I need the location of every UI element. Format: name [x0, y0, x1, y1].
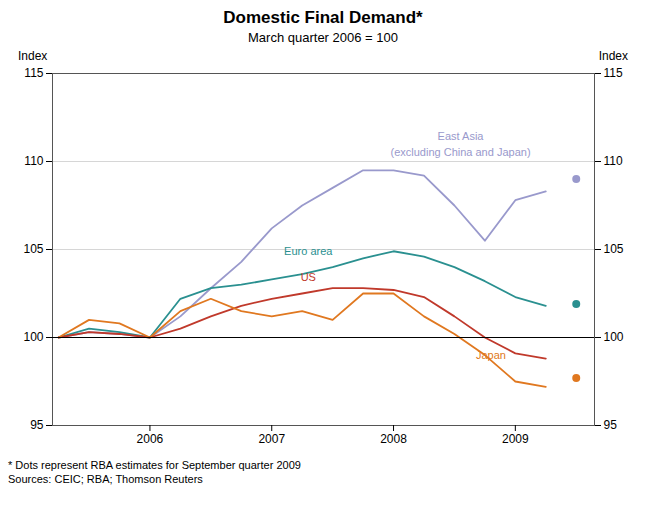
html-text:March quarter 2006 = 100: March quarter 2006 = 100	[248, 30, 398, 45]
svg-text:95: 95	[30, 418, 44, 432]
svg-text:110: 110	[24, 154, 43, 168]
svg-text:Euro area: Euro area	[284, 245, 333, 257]
svg-text:2008: 2008	[380, 432, 407, 446]
svg-text:(excluding China and Japan): (excluding China and Japan)	[390, 146, 530, 158]
svg-text:105: 105	[604, 242, 624, 256]
html-text:Sources: CEIC; RBA; Thomson Re: Sources: CEIC; RBA; Thomson Reuters	[8, 473, 203, 485]
svg-text:115: 115	[24, 66, 43, 80]
svg-text:110: 110	[604, 154, 623, 168]
html-text:Index: Index	[18, 49, 48, 63]
svg-text:100: 100	[604, 330, 624, 344]
svg-text:East Asia: East Asia	[438, 130, 485, 142]
html-text:Domestic Final Demand*: Domestic Final Demand*	[223, 8, 423, 27]
svg-text:2007: 2007	[258, 432, 285, 446]
svg-text:95: 95	[604, 418, 618, 432]
html-text:Index: Index	[598, 49, 628, 63]
svg-text:115: 115	[604, 66, 623, 80]
html-text:* Dots represent RBA estimates: * Dots represent RBA estimates for Septe…	[8, 459, 301, 471]
svg-text:100: 100	[23, 330, 43, 344]
svg-text:105: 105	[23, 242, 43, 256]
svg-text:US: US	[301, 271, 316, 283]
svg-text:2006: 2006	[137, 432, 164, 446]
svg-text:2009: 2009	[502, 432, 529, 446]
svg-text:Japan: Japan	[476, 349, 506, 361]
